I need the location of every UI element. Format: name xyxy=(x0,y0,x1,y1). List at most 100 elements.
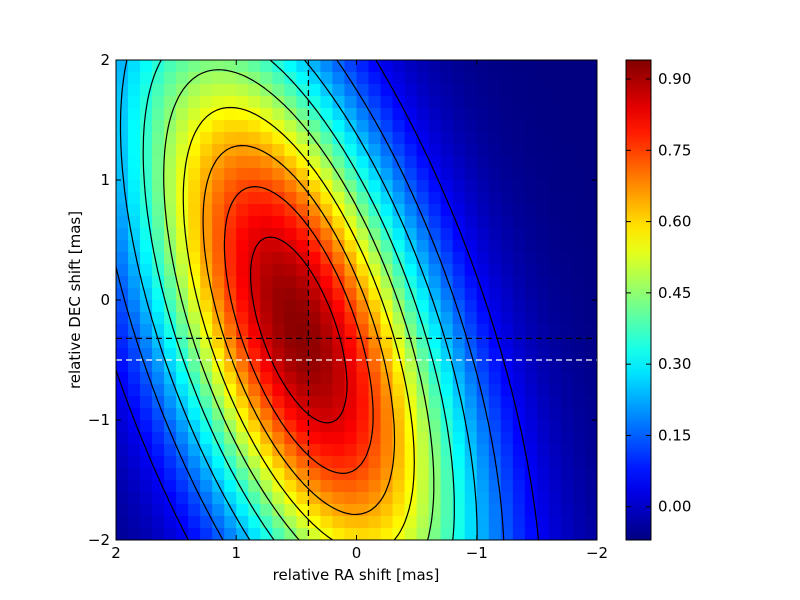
heatmap-cell xyxy=(404,360,418,373)
heatmap-cell xyxy=(368,444,382,457)
heatmap-cell xyxy=(176,192,189,205)
heatmap-cell xyxy=(284,348,297,361)
heatmap-cell xyxy=(176,492,189,505)
heatmap-cell xyxy=(248,372,261,385)
heatmap-cell xyxy=(176,372,189,385)
heatmap-cell xyxy=(284,336,297,349)
heatmap-cell xyxy=(152,72,165,85)
heatmap-cell xyxy=(236,252,249,265)
heatmap-cell xyxy=(404,264,418,277)
heatmap-cell xyxy=(476,216,490,229)
heatmap-cell xyxy=(548,120,562,133)
heatmap-cell xyxy=(128,372,141,385)
heatmap-cell xyxy=(116,384,129,397)
heatmap-cell xyxy=(512,528,526,540)
heatmap-cell xyxy=(140,336,153,349)
x-tick-label: −2 xyxy=(586,544,608,562)
heatmap-cell xyxy=(344,468,358,481)
heatmap-cell xyxy=(284,408,297,421)
heatmap-cell xyxy=(404,528,418,540)
heatmap-cell xyxy=(200,120,213,133)
heatmap-cell xyxy=(116,204,129,217)
heatmap-cell xyxy=(500,408,514,421)
heatmap-cell xyxy=(464,372,478,385)
heatmap-cell xyxy=(380,360,394,373)
heatmap-cell xyxy=(272,468,285,481)
heatmap-cell xyxy=(296,384,310,397)
heatmap-cell xyxy=(272,312,285,325)
heatmap-cell xyxy=(440,228,454,241)
heatmap-cell xyxy=(416,492,430,505)
heatmap-cell xyxy=(356,528,370,540)
heatmap-cell xyxy=(116,240,129,253)
heatmap-cell xyxy=(260,276,273,289)
heatmap-cell xyxy=(512,216,526,229)
heatmap-cell xyxy=(212,288,225,301)
heatmap-cell xyxy=(416,84,430,97)
heatmap-cell xyxy=(224,84,237,97)
heatmap-cell xyxy=(416,264,430,277)
heatmap-cell xyxy=(392,384,406,397)
heatmap-cell xyxy=(284,96,297,109)
heatmap-cell xyxy=(296,456,310,469)
heatmap-cell xyxy=(128,156,141,169)
heatmap-cell xyxy=(188,60,201,73)
heatmap-cell xyxy=(140,384,153,397)
heatmap-cell xyxy=(536,240,550,253)
heatmap-cell xyxy=(476,324,490,337)
heatmap-cell xyxy=(164,204,177,217)
heatmap-cell xyxy=(176,420,189,433)
heatmap-cell xyxy=(212,204,225,217)
heatmap-cell xyxy=(236,264,249,277)
heatmap-cell xyxy=(320,396,334,409)
heatmap-cell xyxy=(584,204,597,217)
heatmap-cell xyxy=(488,264,502,277)
heatmap-cell xyxy=(512,204,526,217)
heatmap-cell xyxy=(164,360,177,373)
heatmap-cell xyxy=(296,336,310,349)
heatmap-cell xyxy=(452,408,466,421)
heatmap-cell xyxy=(236,444,249,457)
heatmap-cell xyxy=(296,324,310,337)
heatmap-cell xyxy=(296,228,310,241)
heatmap-cell xyxy=(332,384,346,397)
heatmap-cell xyxy=(500,432,514,445)
heatmap-cell xyxy=(356,120,370,133)
heatmap-cell xyxy=(488,444,502,457)
heatmap-cell xyxy=(440,384,454,397)
heatmap-cell xyxy=(560,240,574,253)
heatmap-cell xyxy=(224,480,237,493)
heatmap-cell xyxy=(236,372,249,385)
heatmap-cell xyxy=(512,336,526,349)
heatmap-cell xyxy=(572,288,586,301)
heatmap-cell xyxy=(368,84,382,97)
heatmap-cell xyxy=(560,228,574,241)
heatmap-cell xyxy=(356,480,370,493)
heatmap-cell xyxy=(260,180,273,193)
heatmap-cell xyxy=(428,96,442,109)
heatmap-cell xyxy=(416,288,430,301)
contour-line xyxy=(223,186,374,474)
heatmap-cell xyxy=(308,360,322,373)
heatmap-cell xyxy=(452,240,466,253)
heatmap-cell xyxy=(560,384,574,397)
heatmap-cell xyxy=(272,108,285,121)
heatmap-cell xyxy=(428,312,442,325)
heatmap-cell xyxy=(452,432,466,445)
heatmap-cell xyxy=(200,252,213,265)
heatmap-cell xyxy=(536,168,550,181)
heatmap-cell xyxy=(320,168,334,181)
heatmap-cell xyxy=(368,360,382,373)
heatmap-cell xyxy=(524,156,538,169)
heatmap-cell xyxy=(212,72,225,85)
heatmap-cell xyxy=(116,408,129,421)
heatmap-cell xyxy=(500,516,514,529)
heatmap-cell xyxy=(152,168,165,181)
heatmap-cell xyxy=(284,108,297,121)
heatmap-cell xyxy=(476,312,490,325)
heatmap-cell xyxy=(248,132,261,145)
heatmap-cell xyxy=(284,432,297,445)
heatmap-cell xyxy=(140,108,153,121)
heatmap-cell xyxy=(464,300,478,313)
